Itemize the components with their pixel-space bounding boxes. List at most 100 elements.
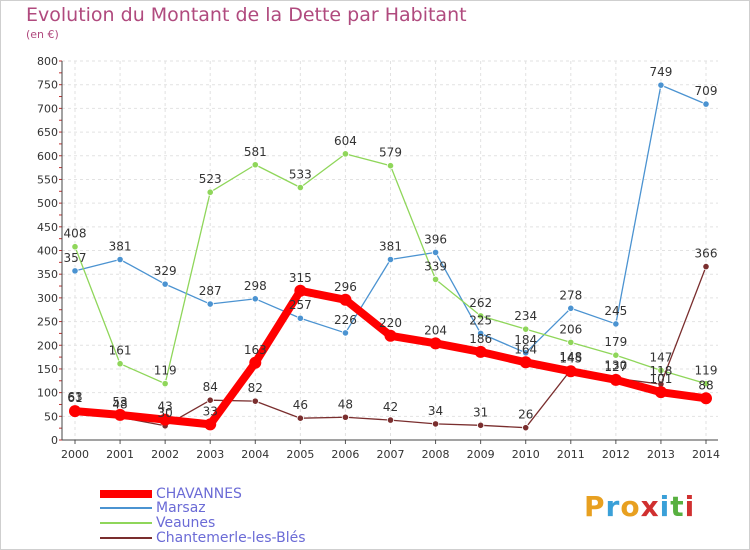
data-point — [522, 349, 530, 357]
data-label: 145 — [559, 351, 582, 365]
data-label: 225 — [469, 313, 492, 327]
data-label: 296 — [334, 280, 357, 294]
data-label: 257 — [289, 298, 312, 312]
data-label: 749 — [649, 65, 672, 79]
x-tick-label: 2010 — [512, 448, 540, 461]
data-point — [654, 386, 667, 399]
data-point — [477, 312, 485, 320]
y-tick-label: 600 — [37, 150, 58, 163]
y-tick-label: 400 — [37, 245, 58, 258]
data-point — [206, 300, 214, 308]
y-tick-label: 350 — [37, 268, 58, 281]
data-label: 357 — [64, 251, 87, 265]
data-label: 184 — [514, 333, 537, 347]
data-point — [657, 81, 665, 89]
logo-letter: i — [684, 490, 696, 523]
data-label: 101 — [649, 372, 672, 386]
data-label: 43 — [158, 400, 173, 414]
data-label: 204 — [424, 323, 447, 337]
y-tick-label: 650 — [37, 126, 58, 139]
data-label: 523 — [199, 172, 222, 186]
data-label: 88 — [698, 378, 713, 392]
data-point — [341, 329, 350, 337]
logo-letter: i — [659, 490, 671, 523]
data-label: 82 — [248, 381, 263, 395]
data-label: 163 — [244, 343, 267, 357]
x-tick-label: 2013 — [647, 448, 675, 461]
data-point — [116, 255, 124, 264]
data-point — [477, 329, 485, 338]
x-tick-label: 2006 — [331, 448, 359, 461]
data-point — [384, 329, 397, 342]
data-point — [567, 304, 575, 312]
x-tick-label: 2003 — [196, 448, 224, 461]
data-label: 315 — [289, 271, 312, 285]
data-point — [519, 356, 532, 369]
data-label: 186 — [469, 332, 492, 346]
data-point — [161, 280, 169, 288]
data-point — [386, 255, 395, 264]
data-point — [474, 345, 487, 358]
logo-letter: r — [605, 490, 621, 523]
data-point — [386, 416, 395, 424]
data-label: 61 — [67, 391, 82, 405]
data-point — [609, 373, 622, 386]
data-label: 127 — [604, 360, 627, 374]
x-tick-label: 2000 — [61, 448, 89, 461]
data-point — [702, 263, 710, 271]
x-tick-label: 2008 — [422, 448, 450, 461]
data-label: 46 — [293, 398, 308, 412]
chart-title: Evolution du Montant de la Dette par Hab… — [26, 4, 467, 26]
data-point — [114, 408, 127, 421]
data-label: 161 — [109, 344, 132, 358]
data-point — [204, 418, 217, 431]
proxiti-logo: Proxiti — [584, 490, 695, 523]
data-label: 31 — [473, 405, 488, 419]
data-label: 381 — [379, 240, 402, 254]
data-point — [431, 275, 440, 283]
data-point — [116, 360, 124, 368]
y-tick-label: 750 — [37, 79, 58, 92]
data-point — [702, 380, 710, 388]
logo-letter: x — [640, 490, 660, 523]
data-point — [657, 366, 665, 374]
data-label: 604 — [334, 134, 357, 148]
data-label: 84 — [203, 380, 218, 394]
data-label: 709 — [695, 84, 718, 98]
logo-letter: t — [670, 490, 685, 523]
x-tick-label: 2014 — [692, 448, 720, 461]
legend-swatch — [100, 490, 152, 498]
x-tick-label: 2012 — [602, 448, 630, 461]
y-tick-label: 150 — [37, 363, 58, 376]
data-label: 533 — [289, 167, 312, 181]
data-label: 148 — [559, 350, 582, 364]
data-label: 26 — [518, 408, 533, 422]
data-point — [159, 413, 172, 426]
data-label: 33 — [203, 404, 218, 418]
data-label: 118 — [649, 364, 672, 378]
x-tick-label: 2005 — [286, 448, 314, 461]
logo-letter: P — [584, 490, 606, 523]
data-point — [429, 337, 442, 350]
legend-swatch — [100, 507, 152, 509]
data-point — [341, 413, 350, 421]
legend-label: Chantemerle-les-Blés — [156, 530, 306, 546]
data-label: 119 — [695, 364, 718, 378]
data-point — [296, 414, 304, 422]
data-label: 366 — [695, 247, 718, 261]
y-tick-label: 500 — [37, 197, 58, 210]
data-point — [341, 150, 350, 158]
y-tick-label: 250 — [37, 316, 58, 329]
data-point — [71, 267, 79, 275]
x-tick-label: 2009 — [467, 448, 495, 461]
data-label: 339 — [424, 259, 447, 273]
data-label: 278 — [559, 288, 582, 302]
y-tick-label: 800 — [37, 55, 58, 68]
legend-item-veaunes: Veaunes — [100, 515, 215, 531]
data-point — [251, 397, 259, 405]
data-label: 63 — [67, 390, 82, 404]
data-point — [702, 100, 710, 108]
data-label: 53 — [112, 395, 127, 409]
data-label: 287 — [199, 284, 222, 298]
data-point — [206, 188, 214, 196]
